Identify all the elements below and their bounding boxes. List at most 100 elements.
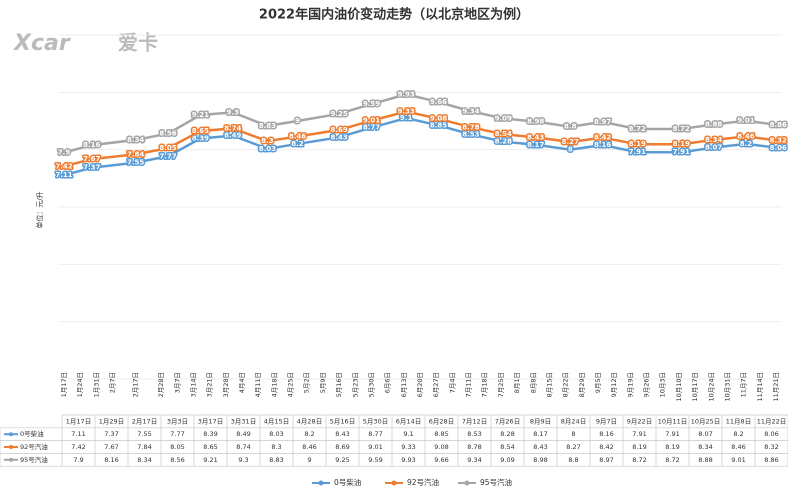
- data-label: 8.34: [705, 136, 722, 144]
- table-header: 3月31日: [231, 417, 256, 425]
- data-label: 8.88: [705, 120, 722, 128]
- x-tick-label: 9月26日: [643, 372, 651, 397]
- data-label: 8.2: [740, 140, 753, 148]
- table-header: 4月28日: [297, 417, 322, 425]
- data-label: 8.05: [159, 144, 176, 152]
- table-header: 1月17日: [66, 417, 91, 425]
- x-tick-label: 5月30日: [367, 372, 375, 397]
- table-cell: 8.3: [271, 443, 281, 451]
- data-label: 8.8: [564, 123, 577, 131]
- data-label: 8.19: [673, 140, 690, 148]
- marker: [678, 126, 684, 132]
- table-cell: 8.43: [335, 430, 349, 438]
- marker: [711, 137, 717, 143]
- marker: [133, 137, 139, 143]
- table-header: 3月3日: [167, 417, 188, 425]
- marker: [368, 101, 374, 107]
- data-label: 8.54: [495, 130, 512, 138]
- x-tick-label: 6月27日: [432, 372, 440, 397]
- marker: [294, 133, 300, 139]
- marker: [89, 142, 95, 148]
- x-tick-label: 8月29日: [578, 372, 586, 397]
- marker: [403, 109, 409, 115]
- marker: [336, 134, 342, 140]
- table-cell: 8.2: [304, 430, 314, 438]
- table-cell: 8.56: [170, 456, 184, 464]
- marker: [678, 141, 684, 147]
- marker: [294, 118, 300, 124]
- table-cell: 8.8: [568, 456, 578, 464]
- table-header: 9月22日: [627, 417, 652, 425]
- table-cell: 8.43: [533, 443, 547, 451]
- data-label: 8.16: [594, 141, 611, 149]
- table-cell: 8: [571, 430, 575, 438]
- table-header: 2月17日: [132, 417, 157, 425]
- table-cell: 8.27: [566, 443, 580, 451]
- marker: [567, 139, 573, 145]
- table-header: 8月9日: [530, 417, 551, 425]
- x-tick-label: 11月7日: [740, 372, 748, 397]
- marker: [600, 142, 606, 148]
- table-swatch: [9, 432, 13, 437]
- table-header: 7月12日: [462, 417, 487, 425]
- table-cell: 9.3: [238, 456, 248, 464]
- data-label: 9.66: [430, 98, 447, 106]
- table-cell: 8.34: [137, 456, 151, 464]
- table-swatch: [9, 445, 13, 449]
- data-label: 9.01: [363, 117, 380, 125]
- table-cell: 9.21: [203, 456, 217, 464]
- x-tick-label: 1月17日: [60, 372, 68, 397]
- line: [63, 116, 779, 177]
- marker: [133, 160, 139, 166]
- table-cell: 9.01: [731, 456, 745, 464]
- table-header: 1月29日: [99, 417, 124, 425]
- table-cell: 8.46: [302, 443, 316, 451]
- x-tick-label: 3月7日: [173, 372, 181, 393]
- x-tick-label: 9月19日: [626, 372, 634, 397]
- table-cell: 8.53: [467, 430, 481, 438]
- data-label: 9.21: [192, 111, 209, 119]
- data-label: 9.09: [495, 114, 512, 122]
- data-label: 8.53: [462, 130, 479, 138]
- data-label: 8.72: [629, 125, 646, 133]
- table-cell: 9: [307, 456, 311, 464]
- data-label: 8.65: [192, 127, 209, 135]
- data-label: 9.33: [397, 108, 414, 116]
- table-cell: 7.42: [71, 443, 85, 451]
- table-cell: 8.17: [533, 430, 547, 438]
- marker: [567, 147, 573, 153]
- data-label: 8.77: [363, 124, 380, 132]
- table-series-name: 95号汽油: [20, 455, 48, 464]
- x-tick-label: 6月13日: [400, 372, 408, 397]
- table-swatch: [9, 457, 13, 462]
- table-cell: 7.37: [104, 430, 118, 438]
- data-label: 8.28: [495, 138, 512, 146]
- data-label: 8.42: [594, 134, 611, 142]
- table-cell: 8.16: [599, 430, 613, 438]
- x-tick-label: 2月7日: [109, 372, 117, 393]
- marker: [775, 137, 781, 143]
- table-series-name: 92号汽油: [20, 442, 48, 451]
- marker: [264, 123, 270, 129]
- data-label: 8.43: [527, 133, 544, 141]
- data-label: 8.85: [430, 121, 447, 129]
- data-label: 7.11: [55, 171, 72, 179]
- marker: [230, 109, 236, 115]
- data-label: 8.3: [261, 137, 274, 145]
- x-tick-label: 4月4日: [238, 372, 246, 393]
- marker: [403, 91, 409, 97]
- x-tick-label: 7月25日: [497, 372, 505, 397]
- table-cell: 9.59: [368, 456, 382, 464]
- table-cell: 8.65: [203, 443, 217, 451]
- marker: [711, 121, 717, 127]
- data-label: 8.74: [224, 124, 241, 132]
- marker: [435, 99, 441, 105]
- legend-swatch: [391, 480, 397, 486]
- table-cell: 7.84: [137, 443, 151, 451]
- line: [63, 93, 779, 154]
- marker: [89, 165, 95, 171]
- logo-name: 爱卡: [118, 31, 158, 55]
- table-cell: 7.67: [104, 443, 118, 451]
- table-cell: 8.69: [335, 443, 349, 451]
